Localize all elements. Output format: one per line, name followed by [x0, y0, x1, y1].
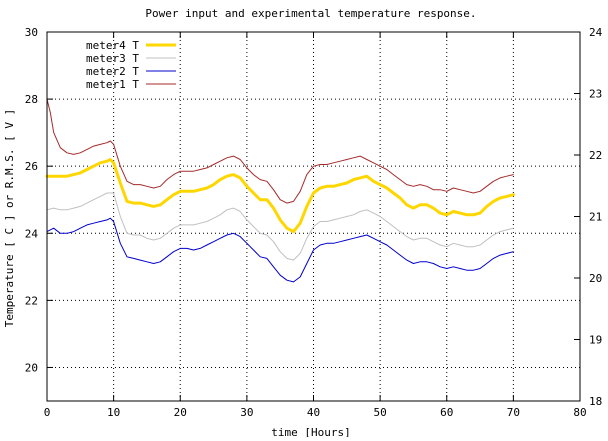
y2-tick-label: 21: [589, 211, 602, 224]
x-tick-label: 40: [307, 406, 320, 419]
y-axis-label: Temperature [ C ] or R.M.S. [ V ]: [3, 109, 16, 328]
y-tick-label: 24: [25, 227, 39, 240]
y-tick-label: 30: [25, 26, 38, 39]
series-line-meter1-t: [46, 98, 514, 204]
x-axis-label: time [Hours]: [271, 426, 350, 437]
x-tick-label: 60: [440, 406, 453, 419]
y-tick-label: 26: [25, 160, 38, 173]
x-tick-label: 0: [44, 406, 51, 419]
y2-tick-label: 19: [589, 334, 602, 347]
series-line-meter2-t: [46, 217, 514, 283]
axis-ticks: 0 10 20 30 40 50 60 70 80 20 22 24 26 28 30 18 19 20 21 22 2…: [25, 26, 603, 419]
legend-label: meter3 T: [86, 52, 139, 65]
y2-tick-label: 20: [589, 272, 602, 285]
chart-title: Power input and experimental temperature…: [145, 7, 476, 20]
y-tick-label: 22: [25, 294, 38, 307]
y2-tick-label: 24: [589, 26, 603, 39]
x-tick-label: 50: [374, 406, 387, 419]
x-tick-label: 20: [174, 406, 187, 419]
legend-label: meter4 T: [86, 39, 139, 52]
x-tick-label: 30: [240, 406, 253, 419]
y2-tick-label: 22: [589, 149, 602, 162]
y2-tick-label: 23: [589, 88, 602, 101]
x-tick-label: 80: [573, 406, 586, 419]
legend-label: meter1 T: [86, 78, 139, 91]
y-tick-label: 28: [25, 93, 38, 106]
grid: [47, 32, 580, 401]
y-tick-label: 20: [25, 361, 38, 374]
series-line-meter3-t: [46, 192, 514, 261]
series-line-meter4-t: [45, 158, 515, 234]
x-tick-label: 10: [107, 406, 120, 419]
x-tick-label: 70: [507, 406, 520, 419]
series-lines: [45, 98, 515, 283]
legend-label: meter2 T: [86, 65, 139, 78]
y2-tick-label: 18: [589, 395, 602, 408]
